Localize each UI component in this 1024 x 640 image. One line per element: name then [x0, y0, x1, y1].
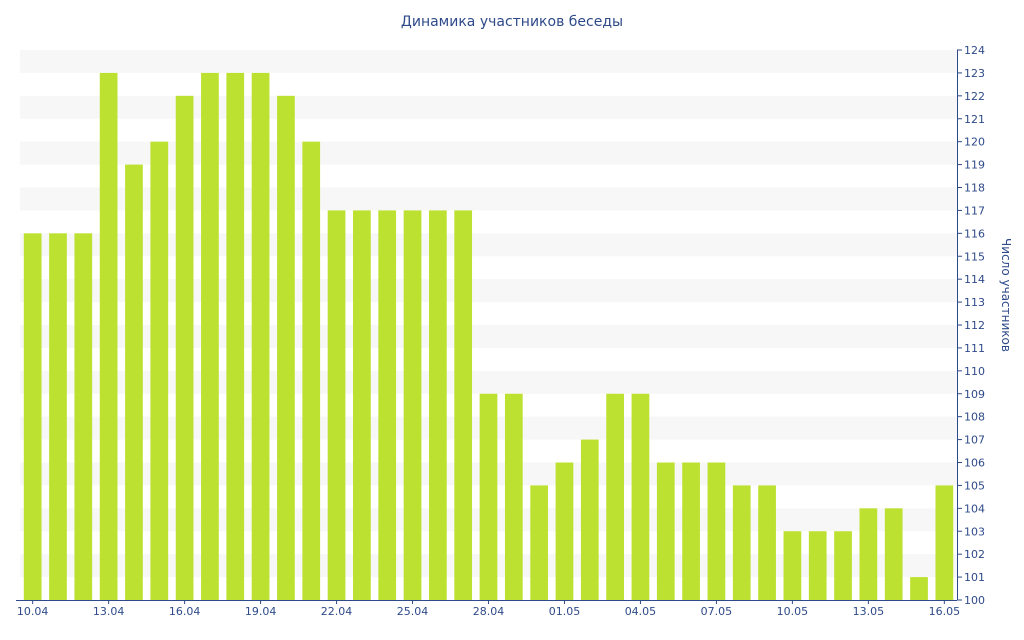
bar-13.05: [859, 508, 878, 600]
x-tick-label: 22.04: [321, 605, 353, 618]
y-tick-label: 105: [964, 479, 985, 492]
bar-09.05: [758, 485, 776, 600]
y-tick-label: 123: [964, 67, 985, 80]
bar-29.04: [504, 393, 523, 600]
bar-02.05: [580, 439, 599, 600]
y-tick-label: 102: [964, 548, 985, 561]
bar-11.05: [808, 531, 827, 600]
bar-01.05: [555, 462, 574, 600]
bar-13.04: [99, 72, 118, 600]
y-tick-label: 103: [964, 525, 985, 538]
x-tick-labels: 10.04 13.04 16.04 19.04 22.04 25.04 28.04 01.05…: [17, 600, 960, 618]
x-tick-label: 13.04: [93, 605, 125, 618]
bar-21.04: [302, 141, 321, 600]
y-tick-label: 113: [964, 296, 985, 309]
y-tick-label: 117: [964, 204, 985, 217]
bars: [23, 72, 954, 601]
x-tick-label: 07.05: [701, 605, 733, 618]
y-tick-label: 108: [964, 411, 985, 424]
grid-band: [20, 50, 957, 73]
bar-16.05: [935, 485, 954, 600]
y-tick-label: 114: [964, 273, 985, 286]
bar-28.04: [479, 393, 498, 600]
y-axis-label: Число участников: [999, 238, 1013, 352]
bar-14.05: [884, 508, 903, 600]
bar-08.05: [732, 485, 751, 600]
x-tick-label: 13.05: [853, 605, 885, 618]
y-tick-label: 110: [964, 365, 985, 378]
x-tick-label: 01.05: [549, 605, 581, 618]
bar-20.04: [277, 95, 295, 600]
y-tick-label: 101: [964, 571, 985, 584]
bar-22.04: [327, 210, 346, 600]
y-tick-label: 109: [964, 388, 985, 401]
bar-27.04: [454, 210, 473, 600]
bar-10.04: [23, 233, 42, 601]
bar-17.04: [201, 72, 219, 600]
y-tick-label: 115: [964, 250, 985, 263]
bar-18.04: [226, 72, 245, 600]
x-tick-label: 10.04: [17, 605, 49, 618]
bar-24.04: [378, 210, 397, 600]
y-tick-label: 116: [964, 227, 985, 240]
x-tick-label: 16.05: [929, 605, 961, 618]
x-tick-label: 04.05: [625, 605, 657, 618]
x-tick-label: 16.04: [169, 605, 201, 618]
y-tick-labels: 100 101 102 103 104 105 106 107 108 109 110 111 112 1…: [957, 44, 985, 607]
bar-12.05: [834, 531, 852, 600]
y-tick-label: 124: [964, 44, 985, 57]
bar-16.04: [175, 95, 194, 600]
bar-30.04: [530, 485, 549, 600]
x-tick-label: 25.04: [397, 605, 429, 618]
bar-15.04: [150, 141, 169, 600]
bar-25.04: [403, 210, 422, 600]
y-tick-label: 120: [964, 136, 985, 149]
y-tick-label: 107: [964, 434, 985, 447]
x-tick-label: 19.04: [245, 605, 277, 618]
bar-23.04: [353, 210, 371, 600]
bar-26.04: [428, 210, 447, 600]
bar-06.05: [682, 462, 700, 600]
bar-05.05: [656, 462, 675, 600]
y-tick-label: 122: [964, 90, 985, 103]
y-tick-label: 112: [964, 319, 985, 332]
y-tick-label: 118: [964, 182, 985, 195]
grid-band: [20, 95, 957, 119]
y-tick-label: 119: [964, 159, 985, 172]
x-tick-label: 28.04: [473, 605, 505, 618]
y-tick-label: 106: [964, 457, 985, 470]
bar-04.05: [631, 393, 650, 600]
y-tick-label: 104: [964, 502, 985, 515]
y-tick-label: 111: [964, 342, 985, 355]
bar-14.04: [125, 164, 143, 601]
chart-title: Динамика участников беседы: [400, 14, 624, 30]
bar-19.04: [251, 72, 270, 600]
bar-10.05: [783, 531, 802, 600]
bar-07.05: [707, 462, 726, 600]
y-tick-label: 121: [964, 113, 985, 126]
y-tick-label: 100: [964, 594, 985, 607]
x-tick-label: 10.05: [777, 605, 809, 618]
bar-03.05: [606, 393, 624, 600]
bar-15.05: [910, 577, 928, 600]
bar-11.04: [49, 233, 67, 601]
bar-12.04: [74, 233, 93, 601]
